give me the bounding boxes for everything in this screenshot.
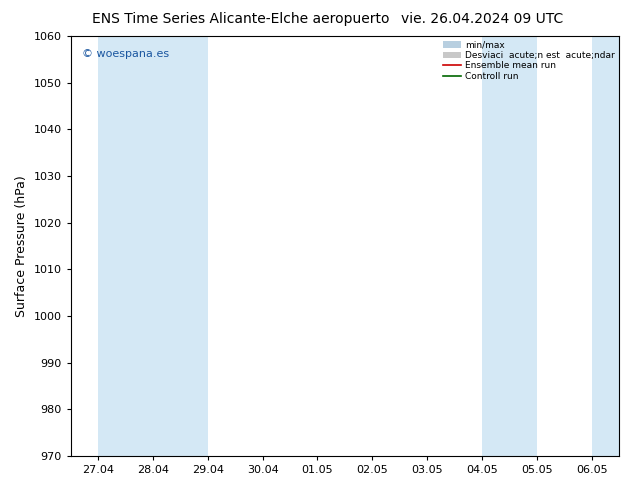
Bar: [482, 36, 537, 456]
Bar: [98, 36, 208, 456]
Bar: [592, 36, 634, 456]
Text: ENS Time Series Alicante-Elche aeropuerto: ENS Time Series Alicante-Elche aeropuert…: [92, 12, 390, 26]
Text: vie. 26.04.2024 09 UTC: vie. 26.04.2024 09 UTC: [401, 12, 563, 26]
Legend: min/max, Desviaci  acute;n est  acute;ndar, Ensemble mean run, Controll run: min/max, Desviaci acute;n est acute;ndar…: [443, 41, 614, 81]
Y-axis label: Surface Pressure (hPa): Surface Pressure (hPa): [15, 175, 28, 317]
Text: © woespana.es: © woespana.es: [82, 49, 169, 59]
